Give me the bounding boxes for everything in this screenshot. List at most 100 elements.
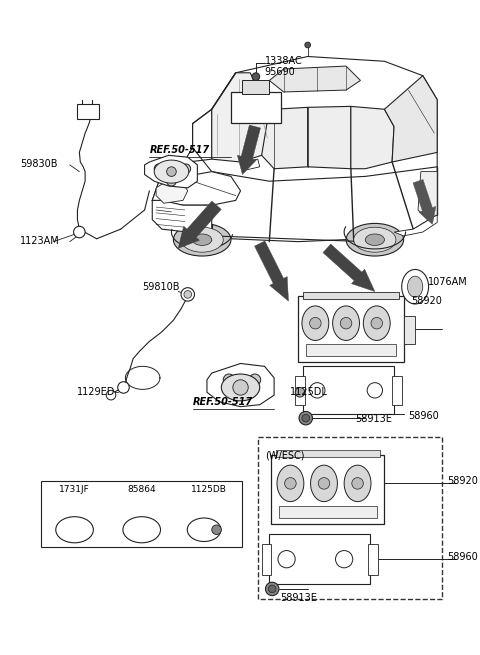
Circle shape bbox=[285, 477, 296, 489]
Ellipse shape bbox=[333, 306, 360, 341]
Circle shape bbox=[371, 318, 383, 329]
Ellipse shape bbox=[181, 227, 223, 252]
Text: 58960: 58960 bbox=[408, 411, 439, 421]
Polygon shape bbox=[394, 215, 437, 236]
Ellipse shape bbox=[154, 160, 189, 183]
Bar bbox=[262, 544, 271, 574]
Circle shape bbox=[212, 525, 221, 534]
Polygon shape bbox=[152, 172, 240, 205]
Text: 1076AM: 1076AM bbox=[428, 277, 468, 287]
Bar bbox=[41, 481, 242, 547]
Circle shape bbox=[310, 318, 321, 329]
Circle shape bbox=[336, 551, 353, 568]
Polygon shape bbox=[254, 241, 288, 301]
Ellipse shape bbox=[187, 518, 221, 542]
Ellipse shape bbox=[402, 269, 429, 304]
Bar bbox=[298, 296, 404, 362]
Ellipse shape bbox=[192, 234, 212, 246]
Circle shape bbox=[310, 383, 325, 398]
Polygon shape bbox=[418, 172, 437, 219]
Circle shape bbox=[167, 167, 176, 176]
Circle shape bbox=[305, 42, 311, 48]
Bar bbox=[271, 455, 384, 524]
Ellipse shape bbox=[363, 306, 390, 341]
Bar bbox=[295, 376, 305, 405]
Text: 1125DB: 1125DB bbox=[191, 485, 227, 495]
Circle shape bbox=[167, 176, 176, 186]
Polygon shape bbox=[351, 106, 394, 169]
Circle shape bbox=[265, 582, 279, 595]
Circle shape bbox=[352, 477, 363, 489]
Bar bbox=[392, 376, 402, 405]
Circle shape bbox=[295, 388, 305, 397]
Text: 58913E: 58913E bbox=[356, 415, 393, 424]
Ellipse shape bbox=[344, 465, 371, 502]
Ellipse shape bbox=[302, 306, 329, 341]
Polygon shape bbox=[269, 66, 360, 92]
Text: 58913E: 58913E bbox=[280, 593, 317, 603]
Text: 1731JF: 1731JF bbox=[59, 485, 90, 495]
Polygon shape bbox=[152, 200, 212, 232]
Ellipse shape bbox=[354, 227, 396, 252]
Polygon shape bbox=[262, 107, 308, 169]
Ellipse shape bbox=[311, 465, 337, 502]
Circle shape bbox=[223, 374, 235, 386]
Circle shape bbox=[249, 374, 261, 386]
Polygon shape bbox=[384, 76, 437, 162]
Text: 59810B: 59810B bbox=[143, 282, 180, 292]
Ellipse shape bbox=[221, 374, 260, 401]
Ellipse shape bbox=[56, 517, 94, 543]
Ellipse shape bbox=[408, 276, 423, 297]
Bar bbox=[269, 534, 370, 584]
Text: REF.50-517: REF.50-517 bbox=[192, 397, 252, 407]
Bar bbox=[231, 92, 281, 122]
Circle shape bbox=[236, 390, 245, 400]
Circle shape bbox=[299, 411, 312, 425]
Bar bbox=[279, 506, 377, 518]
Ellipse shape bbox=[173, 223, 231, 256]
Polygon shape bbox=[237, 125, 261, 174]
Circle shape bbox=[340, 318, 352, 329]
Text: 59830B: 59830B bbox=[20, 159, 58, 169]
Ellipse shape bbox=[123, 517, 160, 543]
Polygon shape bbox=[207, 364, 274, 407]
Circle shape bbox=[302, 415, 310, 422]
Bar bbox=[77, 104, 98, 119]
Circle shape bbox=[181, 288, 194, 301]
Circle shape bbox=[318, 477, 330, 489]
Ellipse shape bbox=[365, 234, 384, 246]
Text: 1125DL: 1125DL bbox=[290, 388, 328, 398]
Polygon shape bbox=[413, 179, 436, 225]
Bar bbox=[303, 291, 399, 299]
Polygon shape bbox=[308, 106, 351, 169]
Circle shape bbox=[118, 382, 129, 393]
Bar bbox=[368, 544, 378, 574]
Polygon shape bbox=[156, 181, 188, 203]
Text: REF.50-517: REF.50-517 bbox=[149, 145, 209, 155]
Polygon shape bbox=[243, 159, 260, 170]
Bar bbox=[404, 316, 415, 345]
Circle shape bbox=[73, 226, 85, 238]
Polygon shape bbox=[178, 201, 221, 248]
Circle shape bbox=[154, 164, 164, 174]
Circle shape bbox=[181, 164, 191, 174]
Polygon shape bbox=[323, 244, 375, 291]
Ellipse shape bbox=[277, 465, 304, 502]
Circle shape bbox=[106, 390, 116, 400]
Circle shape bbox=[252, 73, 260, 81]
Text: 1338AC: 1338AC bbox=[264, 56, 302, 67]
Bar bbox=[258, 438, 442, 599]
Polygon shape bbox=[212, 73, 274, 162]
Bar bbox=[276, 450, 380, 457]
Text: (W/ESC): (W/ESC) bbox=[265, 451, 305, 460]
Circle shape bbox=[268, 585, 276, 593]
Bar bbox=[303, 366, 394, 415]
Text: 58920: 58920 bbox=[447, 476, 478, 487]
Text: 1129ED: 1129ED bbox=[77, 388, 116, 398]
Circle shape bbox=[233, 380, 248, 395]
Circle shape bbox=[184, 291, 192, 298]
Text: 58920: 58920 bbox=[411, 296, 442, 307]
Text: 1123AM: 1123AM bbox=[20, 236, 60, 246]
Bar bbox=[242, 81, 269, 94]
Text: 95690: 95690 bbox=[264, 67, 295, 77]
